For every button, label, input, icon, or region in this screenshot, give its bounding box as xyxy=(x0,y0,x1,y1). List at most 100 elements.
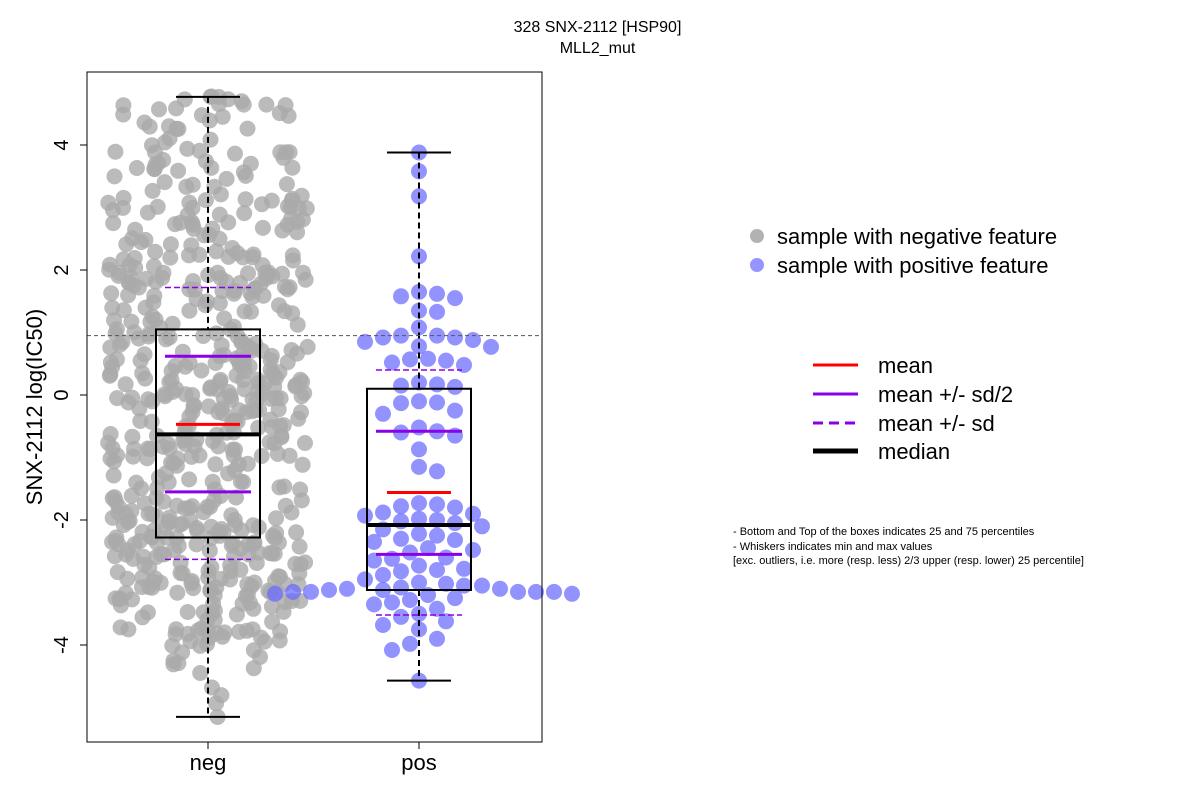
neg-point xyxy=(271,364,288,381)
neg-point xyxy=(294,211,311,228)
neg-point xyxy=(236,205,253,222)
y-axis: -4 -2 0 2 4 xyxy=(51,139,88,654)
pos-point xyxy=(447,290,463,307)
neg-point xyxy=(229,245,246,261)
neg-point xyxy=(103,285,120,302)
neg-point xyxy=(183,448,200,465)
pos-point xyxy=(492,580,508,597)
x-axis: neg pos xyxy=(190,741,437,775)
neg-point xyxy=(231,275,248,291)
neg-point xyxy=(237,588,254,605)
neg-point xyxy=(157,134,173,151)
neg-point xyxy=(289,224,306,241)
neg-point xyxy=(111,336,128,353)
neg-point xyxy=(261,545,278,562)
neg-point xyxy=(155,493,172,510)
neg-point xyxy=(149,480,166,497)
y-tick-label: -4 xyxy=(51,636,73,654)
note-line-2: - Whiskers indicates min and max values xyxy=(733,541,933,553)
neg-point xyxy=(111,264,128,281)
neg-point xyxy=(228,606,245,623)
neg-point xyxy=(256,633,273,650)
pos-point xyxy=(375,504,391,521)
pos-point xyxy=(564,585,580,602)
neg-point xyxy=(205,433,222,450)
neg-point xyxy=(124,428,141,445)
pos-point xyxy=(474,577,490,594)
neg-point xyxy=(162,236,179,253)
pos-point xyxy=(366,596,382,613)
neg-point xyxy=(115,199,131,216)
note-line-1: - Bottom and Top of the boxes indicates … xyxy=(733,526,1035,538)
neg-point xyxy=(226,548,242,565)
pos-point xyxy=(465,505,481,522)
neg-point xyxy=(185,273,201,290)
pos-point xyxy=(429,630,445,647)
neg-point xyxy=(197,153,214,170)
pos-point xyxy=(393,579,409,596)
pos-point xyxy=(393,395,409,412)
pos-point xyxy=(528,583,544,600)
neg-point xyxy=(177,358,194,375)
pos-point xyxy=(465,332,481,348)
neg-point xyxy=(136,556,153,573)
neg-point xyxy=(178,178,195,195)
pos-point xyxy=(438,352,454,369)
neg-point xyxy=(136,114,153,131)
pos-point xyxy=(411,525,427,542)
pos-point xyxy=(411,557,427,574)
neg-point xyxy=(107,532,124,549)
neg-point xyxy=(268,510,285,527)
neg-point xyxy=(220,214,237,231)
pos-point xyxy=(366,552,382,569)
neg-point xyxy=(254,219,271,236)
neg-point xyxy=(120,621,137,638)
neg-point xyxy=(156,174,173,191)
neg-point xyxy=(212,371,229,388)
neg-point xyxy=(126,440,142,457)
pos-point xyxy=(429,600,445,617)
pos-point xyxy=(402,635,418,652)
neg-point xyxy=(145,294,162,311)
y-tick-label: 2 xyxy=(51,264,73,275)
neg-point xyxy=(132,413,149,429)
neg-point xyxy=(168,380,184,397)
pos-point xyxy=(447,329,463,346)
pos-point xyxy=(438,575,454,592)
neg-point xyxy=(130,279,147,296)
neg-point xyxy=(241,358,258,375)
neg-point xyxy=(177,429,194,446)
neg-point xyxy=(222,571,238,588)
neg-point xyxy=(201,542,218,559)
neg-point xyxy=(246,280,263,297)
neg-point xyxy=(136,346,153,363)
pos-point xyxy=(465,542,481,558)
neg-point xyxy=(164,637,181,654)
pos-point xyxy=(411,419,427,436)
neg-point xyxy=(147,156,164,173)
neg-point xyxy=(206,612,223,628)
neg-point xyxy=(189,522,206,539)
neg-point xyxy=(171,516,188,533)
pos-point xyxy=(456,357,472,373)
neg-point xyxy=(239,455,256,472)
pos-point xyxy=(375,329,391,346)
neg-point xyxy=(210,96,227,112)
neg-point xyxy=(181,408,198,425)
pos-point xyxy=(429,562,445,578)
neg-point xyxy=(152,574,169,591)
neg-point xyxy=(235,96,252,113)
neg-point xyxy=(105,215,122,232)
neg-point xyxy=(165,652,182,669)
x-tick-label: pos xyxy=(401,750,436,775)
neg-point xyxy=(183,575,200,592)
neg-point xyxy=(294,456,311,473)
legend-point-marker xyxy=(750,229,764,243)
neg-point xyxy=(288,524,305,541)
neg-point xyxy=(119,513,136,530)
neg-point xyxy=(293,388,310,405)
pos-box xyxy=(366,387,472,591)
neg-point xyxy=(140,391,157,408)
pos-point xyxy=(411,574,427,591)
